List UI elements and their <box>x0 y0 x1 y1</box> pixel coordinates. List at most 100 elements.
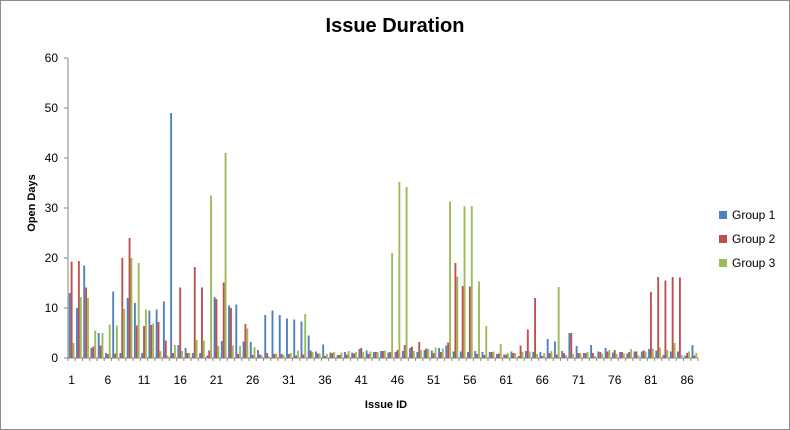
bar-group-1-issue-23 <box>228 305 230 358</box>
bar-group-3-issue-68 <box>557 287 560 358</box>
bar-group-2-issue-6 <box>106 354 109 358</box>
bar-group-3-issue-45 <box>391 253 394 358</box>
legend-swatch-group-1 <box>719 211 727 219</box>
bar-group-2-issue-15 <box>172 353 174 358</box>
bar-group-1-issue-72 <box>582 353 585 358</box>
bar-group-3-issue-17 <box>188 353 191 358</box>
bar-group-3-issue-35 <box>318 353 321 358</box>
bar-group-3-issue-58 <box>485 326 488 358</box>
bar-group-3-issue-11 <box>144 309 147 358</box>
bar-group-2-issue-68 <box>555 354 558 358</box>
bar-group-1-issue-42 <box>365 350 368 358</box>
bar-group-3-issue-21 <box>217 346 220 358</box>
bar-group-1-issue-37 <box>329 352 332 358</box>
legend-swatch-group-3 <box>719 259 727 267</box>
bar-group-2-issue-8 <box>121 258 124 358</box>
bar-group-3-issue-81 <box>651 348 654 358</box>
bar-group-2-issue-16 <box>179 287 182 358</box>
bar-group-3-issue-76 <box>615 354 618 358</box>
bar-group-3-issue-1 <box>72 343 75 358</box>
bar-group-2-issue-55 <box>461 286 464 358</box>
bar-group-2-issue-46 <box>396 350 399 358</box>
bar-group-1-issue-75 <box>604 348 607 358</box>
bar-group-3-issue-32 <box>297 350 299 358</box>
bar-group-3-issue-49 <box>420 350 423 358</box>
bar-group-3-issue-14 <box>166 355 169 358</box>
bar-group-2-issue-63 <box>519 345 522 358</box>
bar-group-2-issue-23 <box>229 308 232 358</box>
bar-group-2-issue-66 <box>541 356 544 358</box>
bar-group-2-issue-7 <box>114 353 117 358</box>
bar-group-1-issue-78 <box>626 353 629 358</box>
x-tick-label: 41 <box>355 373 369 387</box>
bar-group-3-issue-16 <box>181 351 184 358</box>
bar-group-2-issue-50 <box>425 348 428 358</box>
bar-group-3-issue-86 <box>688 351 690 358</box>
bar-group-3-issue-6 <box>108 324 111 358</box>
bar-group-1-issue-85 <box>677 351 679 358</box>
bar-group-3-issue-3 <box>87 298 89 358</box>
bar-group-2-issue-34 <box>309 350 312 358</box>
bar-group-2-issue-57 <box>476 354 479 358</box>
bar-group-3-issue-82 <box>659 347 661 358</box>
bar-group-1-issue-16 <box>177 345 180 358</box>
bar-group-1-issue-8 <box>119 353 122 358</box>
bar-group-2-issue-3 <box>85 287 88 358</box>
bar-group-1-issue-41 <box>358 349 361 358</box>
bar-group-1-issue-34 <box>307 335 310 358</box>
bar-group-1-issue-33 <box>300 321 303 358</box>
bar-group-1-issue-20 <box>206 355 209 358</box>
bar-group-2-issue-26 <box>251 355 254 358</box>
bar-group-1-issue-7 <box>112 291 115 358</box>
bar-group-2-issue-54 <box>454 263 457 358</box>
bar-group-2-issue-18 <box>193 267 196 358</box>
bar-group-3-issue-30 <box>282 355 285 358</box>
bar-group-3-issue-66 <box>543 353 546 358</box>
y-axis-title: Open Days <box>26 174 38 232</box>
bar-group-1-issue-4 <box>90 348 93 358</box>
bar-group-1-issue-1 <box>68 293 71 358</box>
bar-group-3-issue-20 <box>210 195 213 358</box>
bar-group-1-issue-83 <box>662 355 665 358</box>
bar-group-2-issue-37 <box>331 353 334 358</box>
bar-group-2-issue-2 <box>77 261 80 358</box>
x-tick-label: 1 <box>68 373 75 387</box>
legend-label-group-3: Group 3 <box>732 256 776 270</box>
bar-group-1-issue-74 <box>597 351 600 358</box>
bar-group-2-issue-35 <box>316 353 319 358</box>
x-tick-label: 16 <box>174 373 188 387</box>
x-tick-label: 36 <box>318 373 332 387</box>
bar-group-1-issue-52 <box>438 348 440 358</box>
bar-group-3-issue-83 <box>666 350 669 358</box>
y-tick-label: 20 <box>45 251 59 265</box>
bar-group-1-issue-32 <box>293 319 296 358</box>
bar-group-1-issue-80 <box>640 351 643 358</box>
bar-group-1-issue-26 <box>249 342 252 358</box>
bar-group-2-issue-17 <box>186 353 189 358</box>
bar-group-3-issue-59 <box>492 351 495 358</box>
bar-group-3-issue-63 <box>521 352 524 358</box>
bar-group-3-issue-47 <box>405 187 408 358</box>
bar-group-1-issue-43 <box>372 352 375 358</box>
bar-group-2-issue-13 <box>157 322 160 358</box>
bar-group-3-issue-13 <box>159 351 162 358</box>
bar-group-1-issue-62 <box>510 351 513 358</box>
bar-group-1-issue-82 <box>655 350 658 358</box>
x-tick-label: 66 <box>536 373 550 387</box>
y-tick-label: 10 <box>45 301 59 315</box>
bar-group-1-issue-55 <box>459 351 462 358</box>
bar-group-2-issue-59 <box>490 352 493 358</box>
bar-group-2-issue-12 <box>150 325 153 358</box>
bar-group-1-issue-59 <box>488 352 491 358</box>
bar-group-1-issue-79 <box>633 351 636 358</box>
bar-group-2-issue-72 <box>584 353 587 358</box>
bar-group-3-issue-24 <box>239 346 241 358</box>
bar-group-1-issue-70 <box>568 333 571 358</box>
bar-group-2-issue-62 <box>512 353 515 358</box>
bar-group-1-issue-86 <box>684 355 687 358</box>
bar-group-2-issue-42 <box>367 354 370 358</box>
legend-swatch-group-2 <box>719 235 727 243</box>
bar-group-3-issue-10 <box>137 263 140 358</box>
bar-group-3-issue-42 <box>369 351 372 358</box>
bar-group-3-issue-56 <box>470 206 473 358</box>
